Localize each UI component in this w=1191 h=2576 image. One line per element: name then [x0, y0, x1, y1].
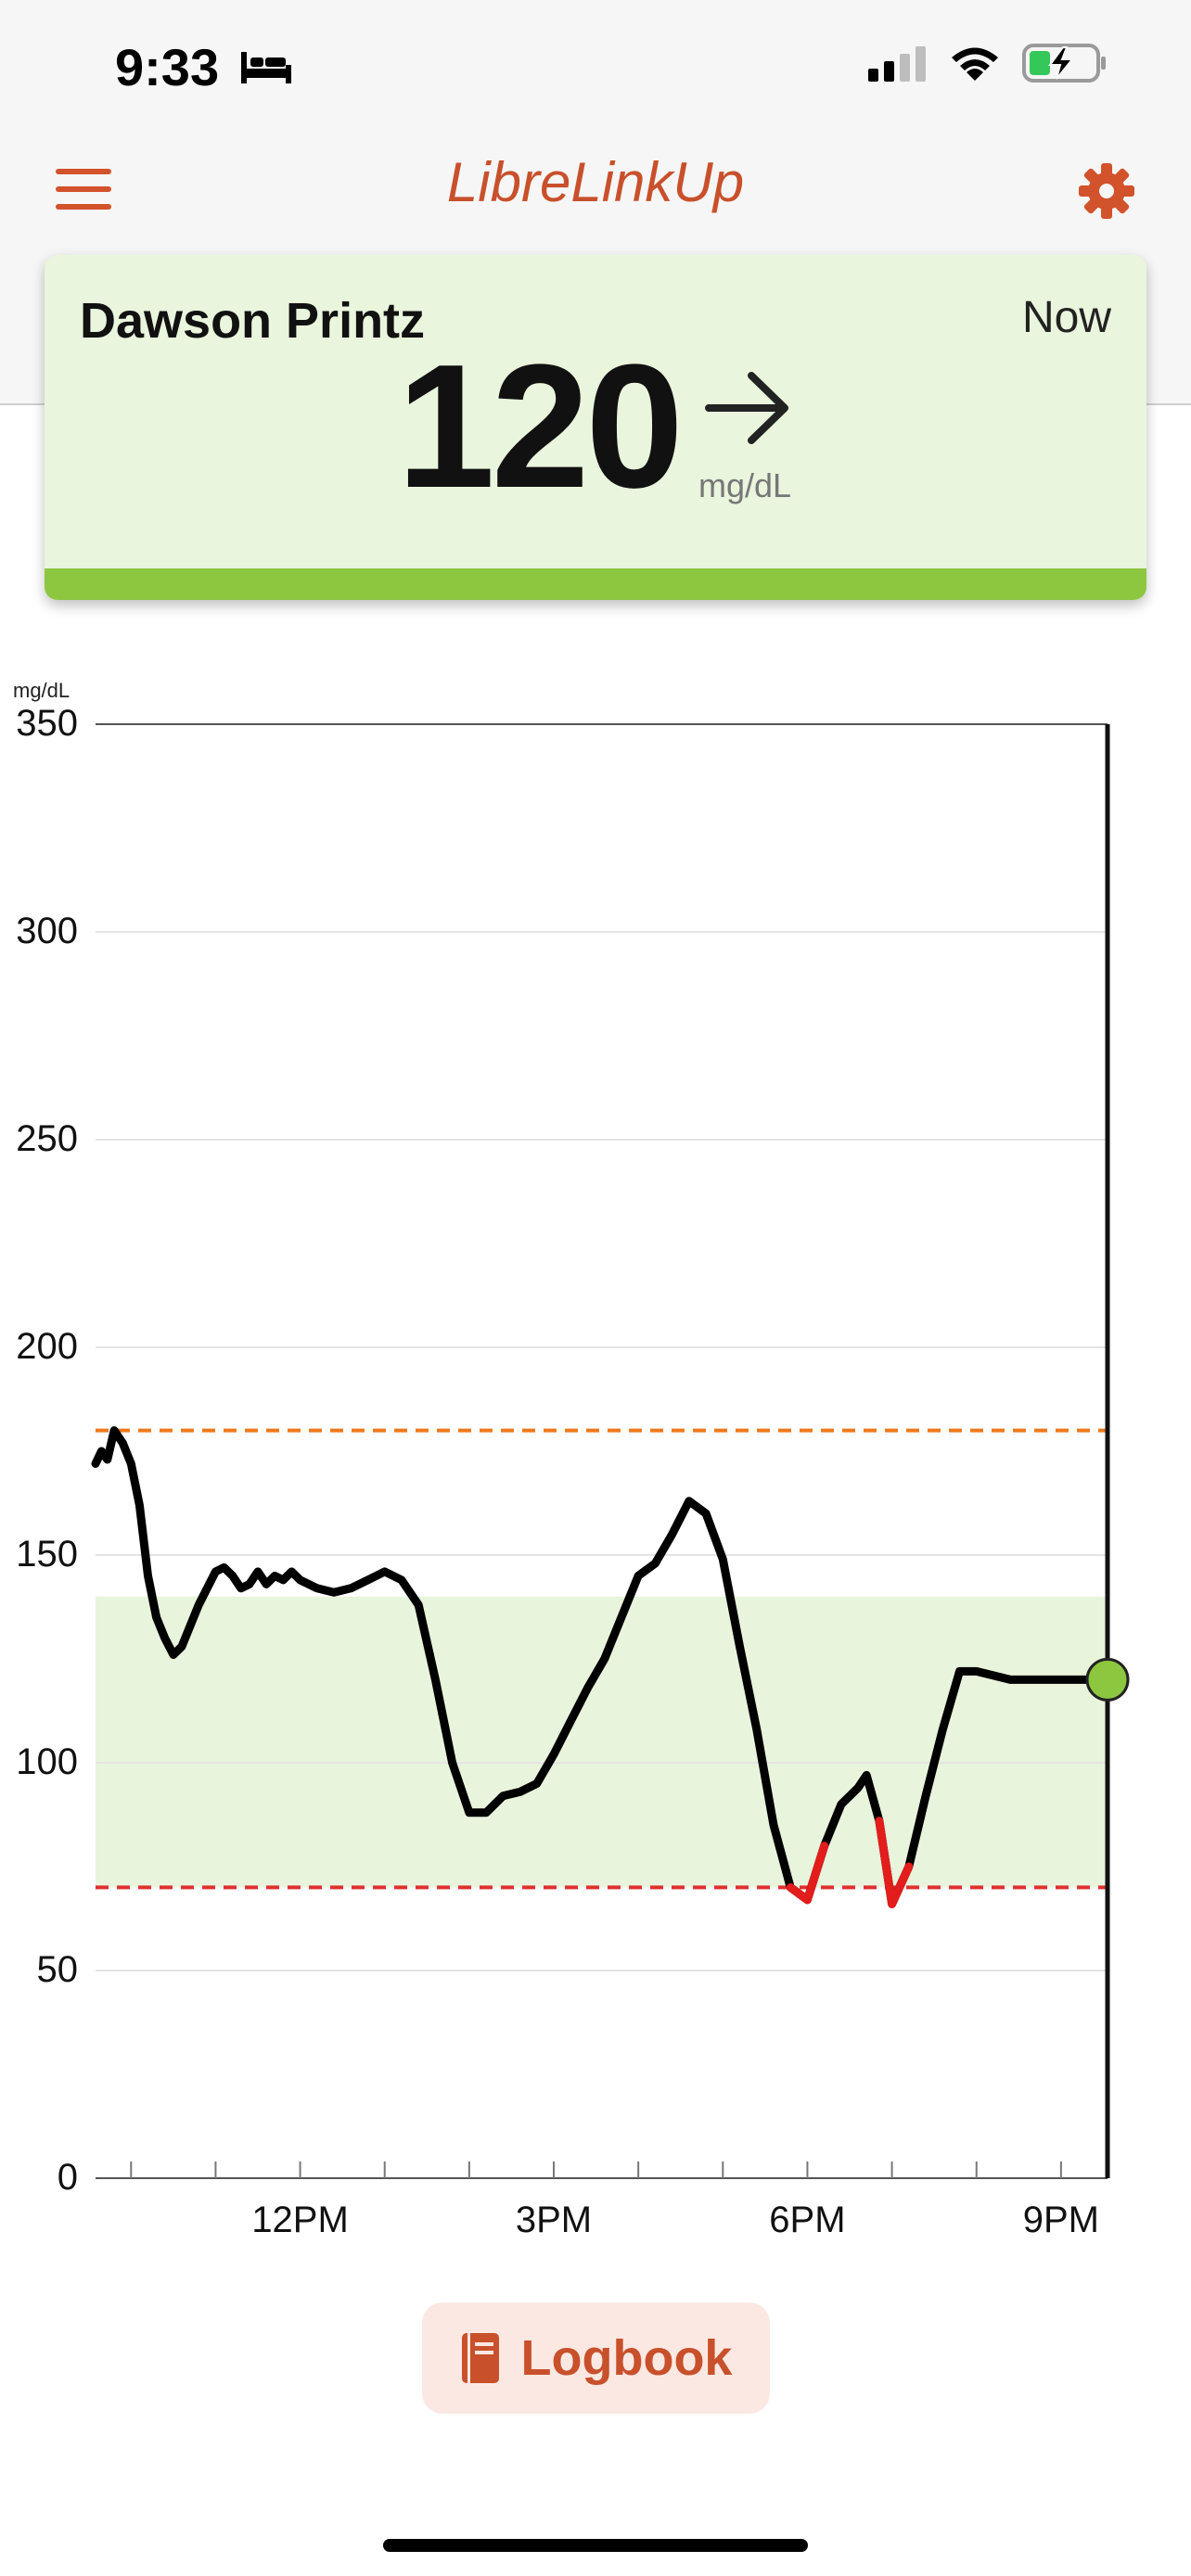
low-glucose-segment	[888, 1862, 914, 1908]
right-arrow-icon	[705, 372, 788, 444]
reading-time: Now	[1021, 293, 1111, 342]
y-tick-label: 300	[16, 911, 78, 951]
x-tick-label: 6PM	[769, 2200, 845, 2240]
y-tick-label: 0	[58, 2157, 78, 2198]
y-tick-label: 350	[16, 703, 78, 744]
glucose-value: 120	[397, 328, 684, 525]
patient-glucose-card[interactable]: Dawson Printz Now 120 mg/dL	[45, 255, 1146, 600]
y-tick-label: 50	[37, 1949, 79, 1990]
patient-name: Dawson Printz	[80, 293, 426, 349]
status-time: 9:33	[115, 38, 220, 96]
glucose-chart: 350 300 250 200 150 100 50 0 mg/dL 12PM 3PM 6PM 9PM	[13, 679, 1130, 2240]
glucose-unit: mg/dL	[698, 466, 792, 504]
x-tick-label: 3PM	[516, 2200, 592, 2240]
battery-charging-icon	[1022, 44, 1106, 83]
y-axis-unit-label: mg/dL	[13, 679, 70, 702]
low-glucose-segment	[875, 1817, 897, 1908]
status-bar: 9:33	[0, 0, 1191, 139]
y-tick-label: 150	[16, 1534, 78, 1575]
y-tick-label: 200	[16, 1326, 78, 1367]
low-glucose-segment	[802, 1842, 829, 1905]
x-tick-label: 9PM	[1023, 2200, 1099, 2240]
settings-gear-icon[interactable]	[1078, 162, 1135, 220]
y-tick-label: 250	[16, 1118, 78, 1159]
logbook-label: Logbook	[520, 2330, 733, 2386]
home-indicator	[383, 2539, 808, 2552]
menu-icon[interactable]	[56, 169, 111, 210]
target-range-band	[96, 1596, 1108, 1888]
cellular-signal-icon	[868, 46, 926, 82]
status-color-bar	[45, 568, 1146, 600]
current-reading-point	[1085, 1657, 1130, 1702]
book-icon	[461, 2333, 499, 2383]
sleep-focus-icon	[241, 52, 291, 83]
logbook-button[interactable]: Logbook	[422, 2302, 770, 2414]
app-title: LibreLinkUp	[446, 151, 745, 213]
x-tick-label: 12PM	[251, 2200, 349, 2240]
wifi-icon	[952, 47, 998, 81]
y-tick-label: 100	[16, 1741, 78, 1782]
